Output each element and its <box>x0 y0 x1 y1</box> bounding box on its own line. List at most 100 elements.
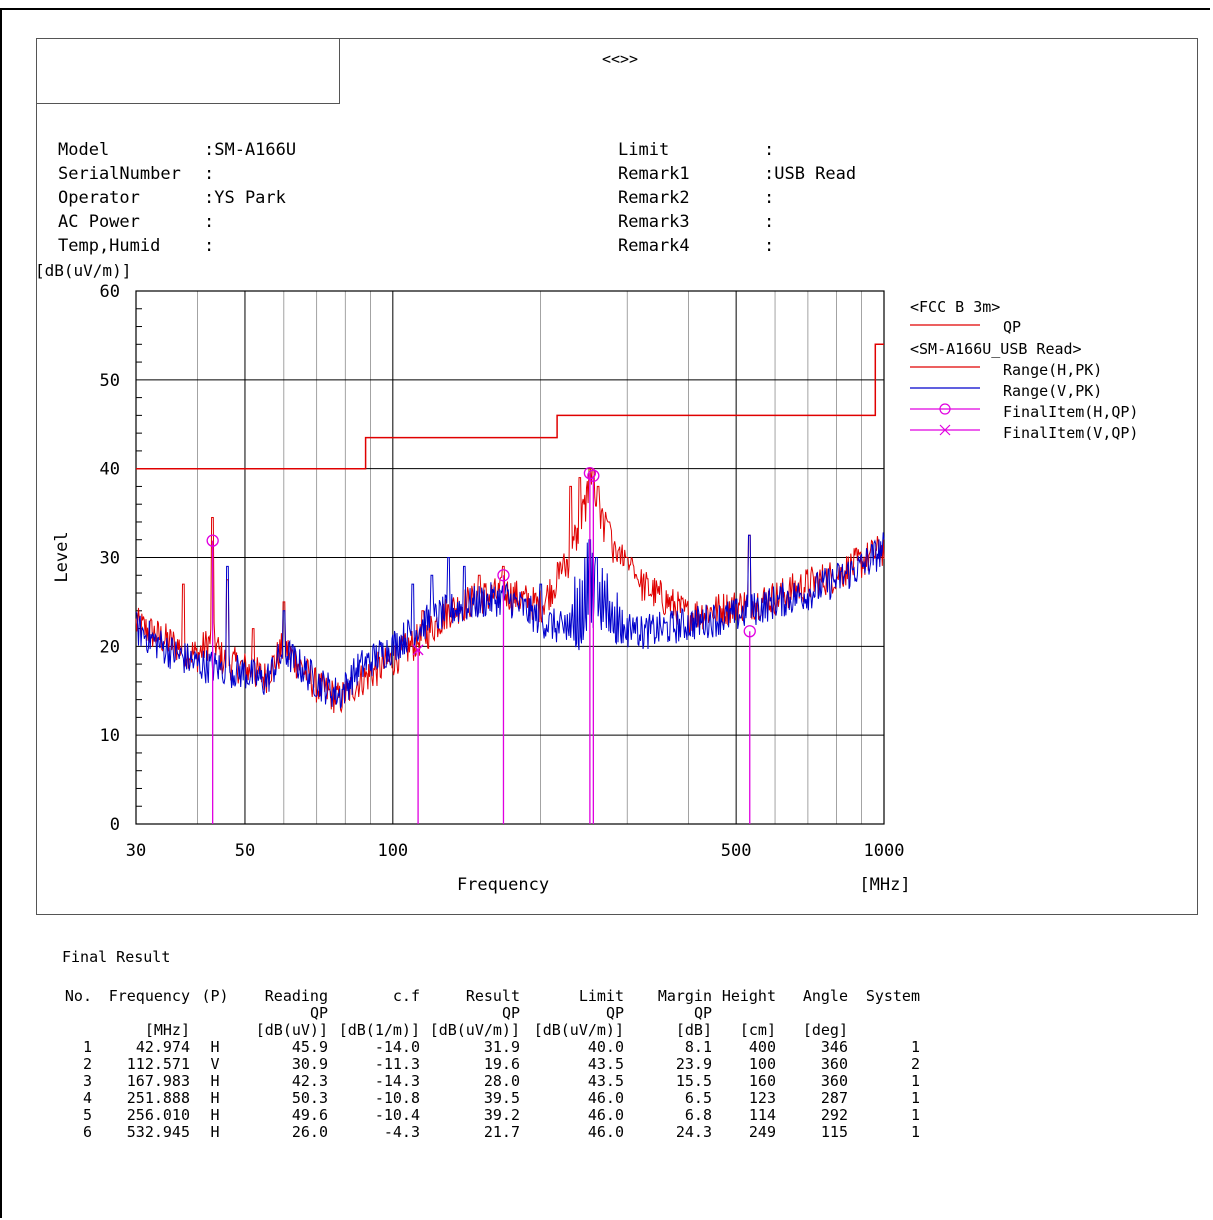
table-cell: 26.0 <box>291 1123 328 1141</box>
info-right: Limit: Remark1:USB Read Remark2: Remark3: Re… <box>618 138 856 258</box>
legend-entry-label: FinalItem(V,QP) <box>1003 424 1138 442</box>
table-cell: 167.983 <box>126 1072 190 1090</box>
table-cell: -14.3 <box>374 1072 420 1090</box>
table-cell: 256.010 <box>126 1106 190 1124</box>
table-cell <box>54 1005 92 1022</box>
info-label: SerialNumber <box>58 164 181 184</box>
table-cell: 23.9 <box>675 1055 712 1073</box>
table-cell: 49.6 <box>291 1106 328 1124</box>
table-cell <box>190 1022 240 1039</box>
legend-group-title: <SM-A166U_USB Read> <box>910 340 1082 358</box>
table-cell: 46.0 <box>587 1106 624 1124</box>
info-row: Remark3: <box>618 210 856 234</box>
x-tick-label: 50 <box>235 841 255 861</box>
report-box <box>36 38 1198 915</box>
table-cell: c.f <box>392 987 420 1005</box>
info-label: Temp,Humid <box>58 236 161 256</box>
table-cell: Frequency <box>108 987 190 1005</box>
table-cell: 160 <box>748 1072 776 1090</box>
final-item-marker-circle <box>206 534 219 547</box>
table-row: 3 167.983 H 42.3 -14.3 28.0 43.5 15.5 160 360 1 <box>54 1073 920 1090</box>
table-cell <box>848 1022 920 1039</box>
table-cell <box>92 1005 190 1022</box>
table-cell: 1 <box>82 1038 92 1056</box>
table-cell: [dB(uV/m)] <box>429 1021 520 1039</box>
info-label: Remark1 <box>618 164 690 184</box>
table-header-row: No. Frequency (P) Reading c.f Result Limit Marg… <box>54 988 920 1005</box>
table-cell: 360 <box>820 1072 848 1090</box>
y-tick-label: 10 <box>100 726 120 746</box>
table-cell: V <box>210 1055 220 1073</box>
table-cell <box>712 1005 776 1022</box>
final-item-marker-cross <box>412 644 424 656</box>
info-label: Limit <box>618 140 670 160</box>
table-cell: QP <box>693 1004 712 1022</box>
table-cell: 1 <box>910 1072 920 1090</box>
final-result-table: No. Frequency (P) Reading c.f Result Limit Marg… <box>54 988 920 1141</box>
info-row: Temp,Humid: <box>58 234 296 258</box>
x-axis-unit: [MHz] <box>859 875 910 895</box>
table-cell: Angle <box>802 987 848 1005</box>
y-tick-label: 20 <box>100 637 120 657</box>
page-frame <box>0 8 1210 1218</box>
table-cell: 42.3 <box>291 1072 328 1090</box>
table-cell: 19.6 <box>483 1055 520 1073</box>
info-row: AC Power: <box>58 210 296 234</box>
table-cell: 346 <box>820 1038 848 1056</box>
table-cell: 1 <box>910 1123 920 1141</box>
legend-entry-label: Range(V,PK) <box>1003 382 1102 400</box>
table-cell: 251.888 <box>126 1089 190 1107</box>
table-cell: Height <box>721 987 776 1005</box>
table-cell: 1 <box>910 1089 920 1107</box>
table-cell: 46.0 <box>587 1089 624 1107</box>
table-cell <box>848 1005 920 1022</box>
table-cell: 400 <box>748 1038 776 1056</box>
legend-group-title: <FCC B 3m> <box>910 298 1000 316</box>
info-row: SerialNumber: <box>58 162 296 186</box>
y-tick-label: 50 <box>100 371 120 391</box>
table-cell: 40.0 <box>587 1038 624 1056</box>
table-cell: 45.9 <box>291 1038 328 1056</box>
y-axis-unit: [dB(uV/m)] <box>35 261 131 280</box>
table-cell: 292 <box>820 1106 848 1124</box>
x-tick-label: 100 <box>377 841 408 861</box>
info-row: Remark1 :USB Read <box>618 162 856 186</box>
table-cell: 6.8 <box>684 1106 712 1124</box>
table-row: 5 256.010 H 49.6 -10.4 39.2 46.0 6.8 114 292 1 <box>54 1107 920 1124</box>
table-cell: [dB(uV/m)] <box>533 1021 624 1039</box>
table-cell: QP <box>501 1004 520 1022</box>
final-result-section: Final Result <box>62 948 170 986</box>
series-line <box>135 532 885 709</box>
table-row: 6 532.945 H 26.0 -4.3 21.7 46.0 24.3 249 115 1 <box>54 1124 920 1141</box>
info-value: : <box>204 164 215 184</box>
info-value: :YS Park <box>204 188 286 208</box>
table-cell: -4.3 <box>383 1123 420 1141</box>
table-cell <box>328 1005 420 1022</box>
table-cell: [dB(uV)] <box>255 1021 328 1039</box>
table-row: 4 251.888 H 50.3 -10.8 39.5 46.0 6.5 123 287 1 <box>54 1090 920 1107</box>
info-value: : <box>764 188 775 208</box>
final-item-marker-circle <box>743 625 756 638</box>
table-cell: 6.5 <box>684 1089 712 1107</box>
info-row: Remark2: <box>618 186 856 210</box>
table-cell: H <box>210 1106 220 1124</box>
table-cell: 2 <box>910 1055 920 1073</box>
final-result-title: Final Result <box>62 948 171 966</box>
info-value: : <box>764 236 775 256</box>
x-tick-label: 30 <box>126 841 146 861</box>
info-value: :USB Read <box>764 164 857 184</box>
table-cell: -11.3 <box>374 1055 420 1073</box>
info-row: Remark4: <box>618 234 856 258</box>
table-cell: 6 <box>82 1123 92 1141</box>
table-row: 1 42.974 H 45.9 -14.0 31.9 40.0 8.1 400 346 1 <box>54 1039 920 1056</box>
table-cell: 3 <box>82 1072 92 1090</box>
table-cell: [cm] <box>739 1021 776 1039</box>
table-cell: -10.8 <box>374 1089 420 1107</box>
table-cell: Result <box>465 987 520 1005</box>
table-cell: 39.2 <box>483 1106 520 1124</box>
table-cell: QP <box>605 1004 624 1022</box>
x-tick-label: 500 <box>721 841 752 861</box>
info-label: Remark4 <box>618 236 690 256</box>
y-tick-label: 60 <box>100 282 120 302</box>
table-cell: System <box>865 987 920 1005</box>
